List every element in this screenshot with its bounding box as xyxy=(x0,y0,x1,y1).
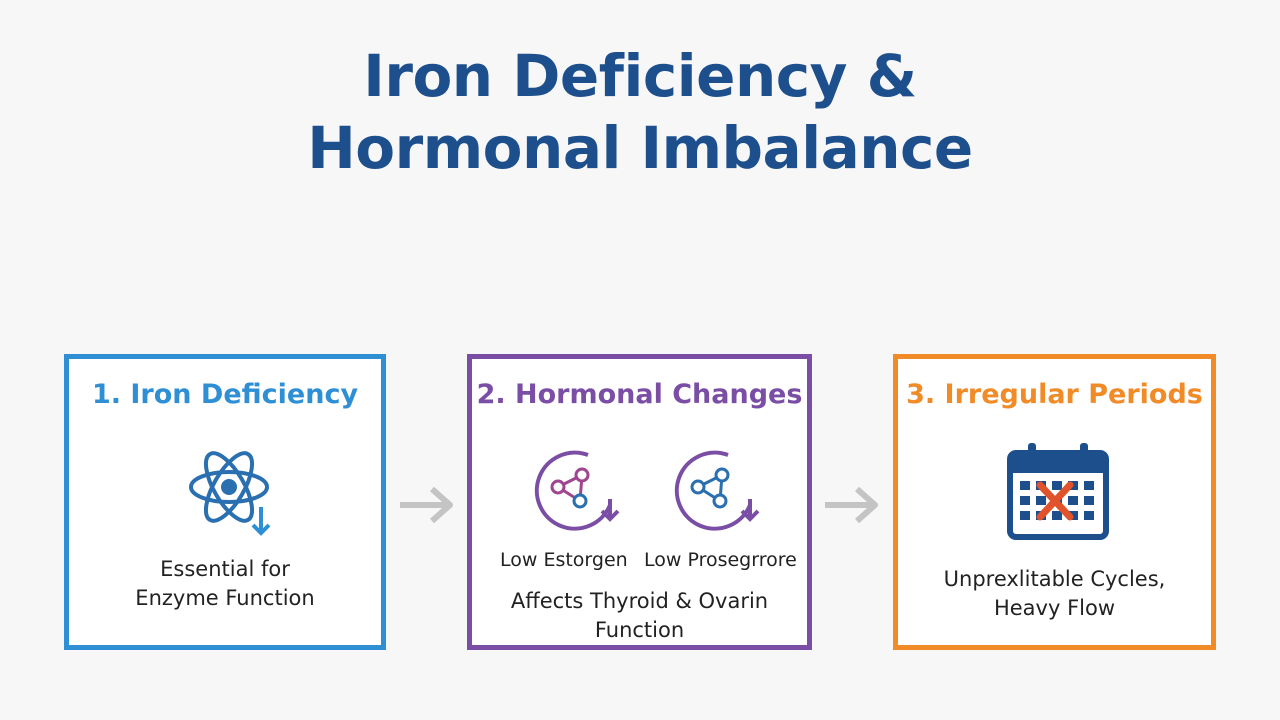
step-2-description: Affects Thyroid & Ovarin Function xyxy=(472,587,807,645)
title-line-2: Hormonal Imbalance xyxy=(307,114,973,182)
step-card-irregular-periods: 3. Irregular Periods xyxy=(893,354,1216,650)
step-1-description: Essential for Enzyme Function xyxy=(69,555,381,613)
step-2-text-line-2: Function xyxy=(594,618,685,642)
step-1-text-line-2: Enzyme Function xyxy=(135,586,315,610)
title-line-1: Iron Deficiency & xyxy=(363,42,917,110)
right-arrow-icon xyxy=(398,482,456,532)
step-card-hormonal-changes: 2. Hormonal Changes xyxy=(467,354,812,650)
step-1-text-line-1: Essential for xyxy=(160,557,290,581)
down-arrow-icon xyxy=(251,507,271,536)
low-estrogen-label: Low Estorgen xyxy=(500,549,628,571)
step-3-description: Unprexlitable Cycles, Heavy Flow xyxy=(898,565,1211,623)
step-3-heading: 3. Irregular Periods xyxy=(906,379,1203,410)
step-1-heading: 1. Iron Deficiency xyxy=(91,379,359,410)
calendar-cross-icon xyxy=(1006,441,1110,545)
molecule-cycle-icon xyxy=(668,447,768,541)
step-2-text-line-1: Affects Thyroid & Ovarin xyxy=(510,589,769,613)
molecule-cycle-icon xyxy=(528,447,628,541)
step-3-text-line-1: Unprexlitable Cycles, xyxy=(943,567,1166,591)
page-title: Iron Deficiency & Hormonal Imbalance xyxy=(0,40,1280,184)
step-2-heading: 2. Hormonal Changes xyxy=(476,379,803,410)
step-3-text-line-2: Heavy Flow xyxy=(993,596,1116,620)
cross-icon xyxy=(1036,481,1074,521)
right-arrow-icon xyxy=(823,482,881,532)
atom-icon xyxy=(187,445,277,541)
step-card-iron-deficiency: 1. Iron Deficiency Essential for Enzyme … xyxy=(64,354,386,650)
low-progesterone-label: Low Prosegrrore xyxy=(644,549,797,571)
